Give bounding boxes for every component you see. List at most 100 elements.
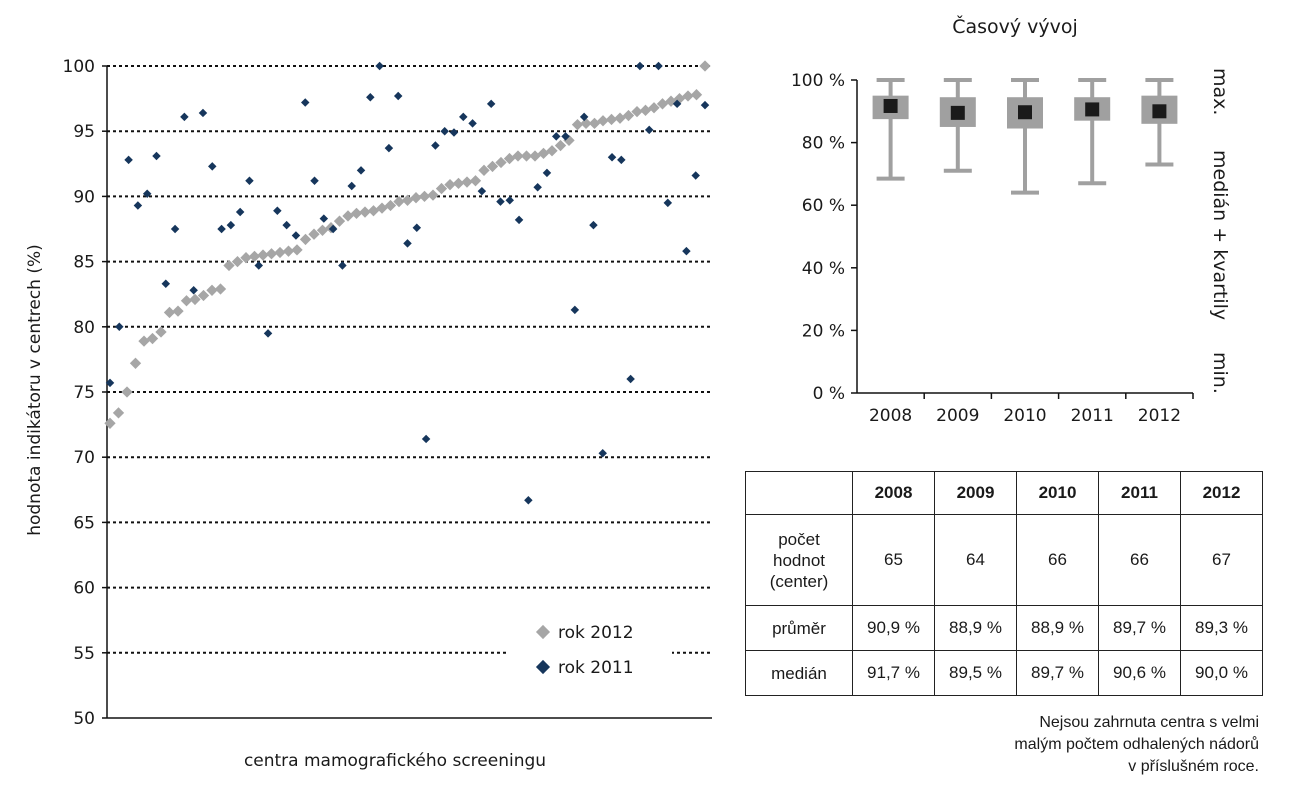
- box-median-marker: [950, 105, 965, 120]
- point-2011: [403, 239, 412, 248]
- point-2012: [444, 179, 456, 191]
- point-2012: [401, 194, 414, 206]
- point-2011: [189, 286, 198, 295]
- point-2011: [533, 183, 542, 192]
- side-label-max: max.: [1209, 68, 1231, 115]
- footnote: Nejsou zahrnuta centra s velmi malým poč…: [1014, 712, 1259, 778]
- point-2012: [546, 145, 558, 157]
- point-2011: [505, 196, 515, 205]
- box-x-tick-label: 2010: [1003, 406, 1046, 426]
- point-2011: [170, 224, 180, 234]
- point-2012: [614, 112, 626, 124]
- point-2012: [588, 117, 601, 130]
- scatter-y-tick-label: 75: [73, 383, 95, 403]
- point-2012: [265, 248, 278, 260]
- table-cell: 89,7 %: [1016, 650, 1099, 696]
- box-axes: [856, 80, 1193, 394]
- legend-marker-2012: [535, 624, 551, 640]
- scatter-points: [104, 60, 711, 505]
- scatter-y-axis-label: hodnota indikátoru v centrech (%): [25, 244, 45, 536]
- point-2011: [607, 153, 617, 162]
- point-2012: [350, 207, 363, 220]
- table-cell: 90,9 %: [852, 605, 935, 651]
- table-cell: 88,9 %: [1016, 605, 1099, 651]
- point-2012: [333, 215, 346, 227]
- legend-background: [508, 612, 672, 684]
- box-x-tick-label: 2008: [869, 406, 912, 426]
- point-2012: [172, 305, 184, 317]
- point-2012: [418, 190, 431, 203]
- box-x-tick-label: 2011: [1071, 406, 1114, 426]
- box-y-tick-label: 60 %: [802, 196, 845, 216]
- point-2012: [427, 189, 439, 201]
- table-header-empty: [745, 471, 853, 515]
- point-2012: [376, 202, 388, 214]
- scatter-y-tick-label: 85: [73, 253, 95, 273]
- point-2011: [654, 61, 663, 71]
- scatter-y-tick-label: 60: [73, 579, 95, 599]
- point-2012: [529, 150, 541, 162]
- point-2011: [226, 220, 236, 230]
- point-2011: [449, 128, 459, 137]
- point-2011: [366, 93, 375, 102]
- table-header-2012: 2012: [1180, 471, 1263, 515]
- point-2012: [605, 113, 618, 126]
- point-2011: [682, 246, 691, 256]
- table-row: průměr 90,9 % 88,9 % 88,9 % 89,7 % 89,3 …: [745, 605, 1263, 651]
- box-y-tick-label: 20 %: [802, 321, 845, 341]
- point-2012: [410, 192, 422, 204]
- point-2012: [520, 150, 533, 162]
- point-2012: [486, 160, 499, 173]
- point-2012: [112, 407, 125, 419]
- table-cell: 89,3 %: [1180, 605, 1263, 651]
- point-2012: [214, 283, 227, 295]
- point-2011: [105, 378, 115, 388]
- point-2011: [161, 279, 171, 289]
- point-2011: [217, 224, 226, 234]
- row-label-mean: průměr: [745, 605, 853, 651]
- point-2011: [115, 322, 124, 332]
- point-2012: [248, 250, 261, 263]
- legend-label-2011: rok 2011: [558, 658, 634, 678]
- point-2012: [180, 295, 193, 307]
- table-cell: 88,9 %: [934, 605, 1017, 651]
- point-2011: [328, 224, 338, 234]
- point-2011: [142, 189, 152, 199]
- point-2012: [316, 224, 329, 236]
- box-y-ticks: 0 % 20 % 40 % 60 % 80 % 100 %: [791, 71, 857, 404]
- point-2011: [356, 166, 366, 175]
- point-2012: [129, 357, 142, 369]
- box-x-tick-label: 2012: [1138, 406, 1181, 426]
- table-cell: 66: [1098, 514, 1181, 606]
- box-y-tick-label: 0 %: [813, 384, 845, 404]
- row-label-count-line: počet: [778, 529, 820, 549]
- point-2012: [104, 417, 116, 429]
- point-2011: [273, 206, 282, 215]
- box-y-tick-label: 100 %: [791, 71, 845, 91]
- point-2011: [700, 100, 710, 110]
- box-x-ticks: 2008 2009 2010 2011 2012: [869, 393, 1194, 426]
- point-2012: [554, 139, 567, 152]
- box-median-marker: [1085, 102, 1100, 117]
- point-2012: [597, 115, 609, 127]
- point-2011: [440, 126, 449, 136]
- side-label-median-quartiles: medián + kvartily: [1209, 150, 1231, 320]
- point-2011: [208, 162, 217, 171]
- point-2012: [384, 199, 397, 212]
- point-2011: [412, 223, 422, 232]
- scatter-gridlines: [107, 65, 712, 654]
- table-cell: 67: [1180, 514, 1263, 606]
- point-2012: [240, 252, 252, 264]
- point-2012: [299, 233, 312, 246]
- row-label-count-line: hodnot: [773, 550, 825, 570]
- scatter-legend: rok 2012 rok 2011: [508, 612, 672, 684]
- point-2011: [496, 197, 505, 206]
- table-cell: 89,7 %: [1098, 605, 1181, 651]
- table-header-row: 2008 2009 2010 2011 2012: [745, 471, 1263, 515]
- scatter-chart: 50 55 60 65 70 75 80 85 90 95 100 hodnota indikáto…: [25, 57, 712, 771]
- scatter-y-tick-label: 50: [73, 709, 95, 729]
- point-2012: [367, 205, 380, 217]
- point-2011: [626, 374, 635, 384]
- table-cell: 91,7 %: [852, 650, 935, 696]
